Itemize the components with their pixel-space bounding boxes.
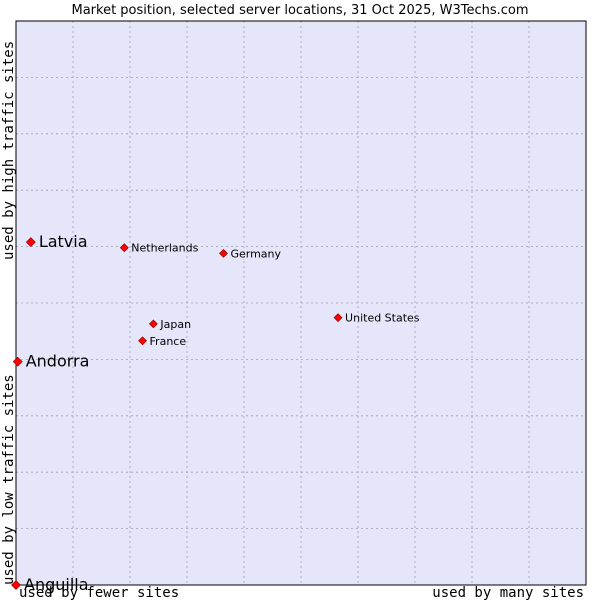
point-united-states: United States xyxy=(333,312,420,325)
point-marker-france xyxy=(138,336,147,346)
point-france: France xyxy=(138,335,187,348)
chart-title: Market position, selected server locatio… xyxy=(71,3,528,18)
point-label-japan: Japan xyxy=(159,318,191,331)
point-label-netherlands: Netherlands xyxy=(131,242,198,255)
point-marker-andorra xyxy=(12,356,23,367)
point-label-anguilla: Anguilla xyxy=(24,575,89,594)
y-axis-label-low: used by low traffic sites xyxy=(1,374,17,585)
point-andorra: Andorra xyxy=(12,352,90,371)
point-marker-anguilla xyxy=(11,580,21,590)
grid-lines xyxy=(16,21,586,585)
point-latvia: Latvia xyxy=(25,232,88,251)
point-anguilla: Anguilla xyxy=(11,575,89,594)
point-marker-netherlands xyxy=(119,243,129,253)
point-label-france: France xyxy=(150,335,187,348)
point-label-united-states: United States xyxy=(345,312,420,325)
point-marker-japan xyxy=(148,319,158,329)
point-marker-latvia xyxy=(25,237,36,248)
point-marker-germany xyxy=(219,248,228,258)
data-points: Latvia Andorra Anguilla Netherlands Germany U… xyxy=(11,232,420,594)
x-axis-label-low: used by fewer sites xyxy=(19,585,179,600)
point-label-germany: Germany xyxy=(230,247,281,260)
y-axis-label-high: used by high traffic sites xyxy=(1,41,17,260)
point-label-andorra: Andorra xyxy=(26,352,90,371)
point-japan: Japan xyxy=(148,318,191,331)
plot-border xyxy=(15,20,587,586)
point-marker-united-states xyxy=(333,313,343,323)
point-netherlands: Netherlands xyxy=(119,242,199,255)
point-label-latvia: Latvia xyxy=(39,232,88,251)
point-germany: Germany xyxy=(219,247,282,260)
x-axis-label-high: used by many sites xyxy=(432,585,584,600)
